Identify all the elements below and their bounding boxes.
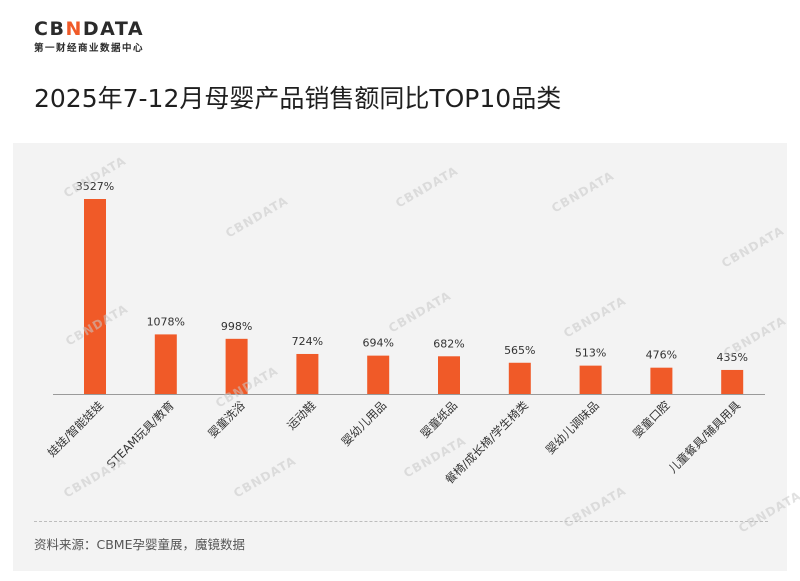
data-label-9: 476% (646, 349, 677, 362)
data-label-7: 565% (504, 344, 535, 357)
data-label-8: 513% (575, 347, 606, 360)
data-label-10: 435% (716, 351, 747, 364)
category-label-1: 娃娃/智能娃娃 (45, 398, 107, 460)
logo-text-mark: N (65, 18, 83, 40)
bar-4 (296, 353, 319, 394)
data-label-6: 682% (433, 337, 464, 350)
bar-9 (650, 367, 673, 394)
category-label-10: 儿童餐具/辅具用具 (666, 398, 744, 476)
bar-8 (579, 365, 602, 394)
chart-panel: 3527% 娃娃/智能娃娃 1078% STEAM玩具/教育 998% 婴童洗浴 724% 运… (13, 143, 787, 571)
logo-wordmark: CBNDATA (34, 18, 144, 40)
brand-logo: CBNDATA 第一财经商业数据中心 (34, 18, 144, 55)
bar-1 (84, 199, 106, 394)
data-label-4: 724% (292, 335, 323, 348)
page-title: 2025年7-12月母婴产品销售额同比TOP10品类 (34, 84, 562, 113)
source-note: 资料来源：CBME孕婴童展，魔镜数据 (34, 537, 245, 552)
category-label-3: 婴童洗浴 (205, 398, 248, 441)
category-label-2: STEAM玩具/教育 (104, 398, 177, 471)
bar-10 (721, 369, 744, 394)
bar-chart: 3527% 娃娃/智能娃娃 1078% STEAM玩具/教育 998% 婴童洗浴 724% 运… (45, 180, 765, 487)
bar-3 (225, 338, 248, 394)
bar-6 (438, 356, 460, 394)
category-label-8: 婴幼儿调味品 (543, 398, 602, 457)
data-label-3: 998% (221, 320, 252, 333)
data-label-1: 3527% (76, 180, 114, 193)
logo-text-data: DATA (82, 18, 145, 40)
bar-2 (154, 334, 177, 394)
bar-7 (508, 362, 531, 394)
logo-tagline: 第一财经商业数据中心 (34, 43, 145, 54)
category-label-5: 婴幼儿用品 (339, 398, 390, 449)
category-label-4: 运动鞋 (284, 398, 319, 433)
data-label-2: 1078% (147, 315, 185, 328)
category-label-6: 婴童纸品 (418, 398, 460, 440)
data-label-5: 694% (362, 337, 393, 350)
bar-5 (367, 355, 390, 394)
category-label-9: 婴童口腔 (630, 398, 672, 440)
logo-text-cb: CB (34, 18, 66, 40)
footer-divider (34, 521, 768, 522)
